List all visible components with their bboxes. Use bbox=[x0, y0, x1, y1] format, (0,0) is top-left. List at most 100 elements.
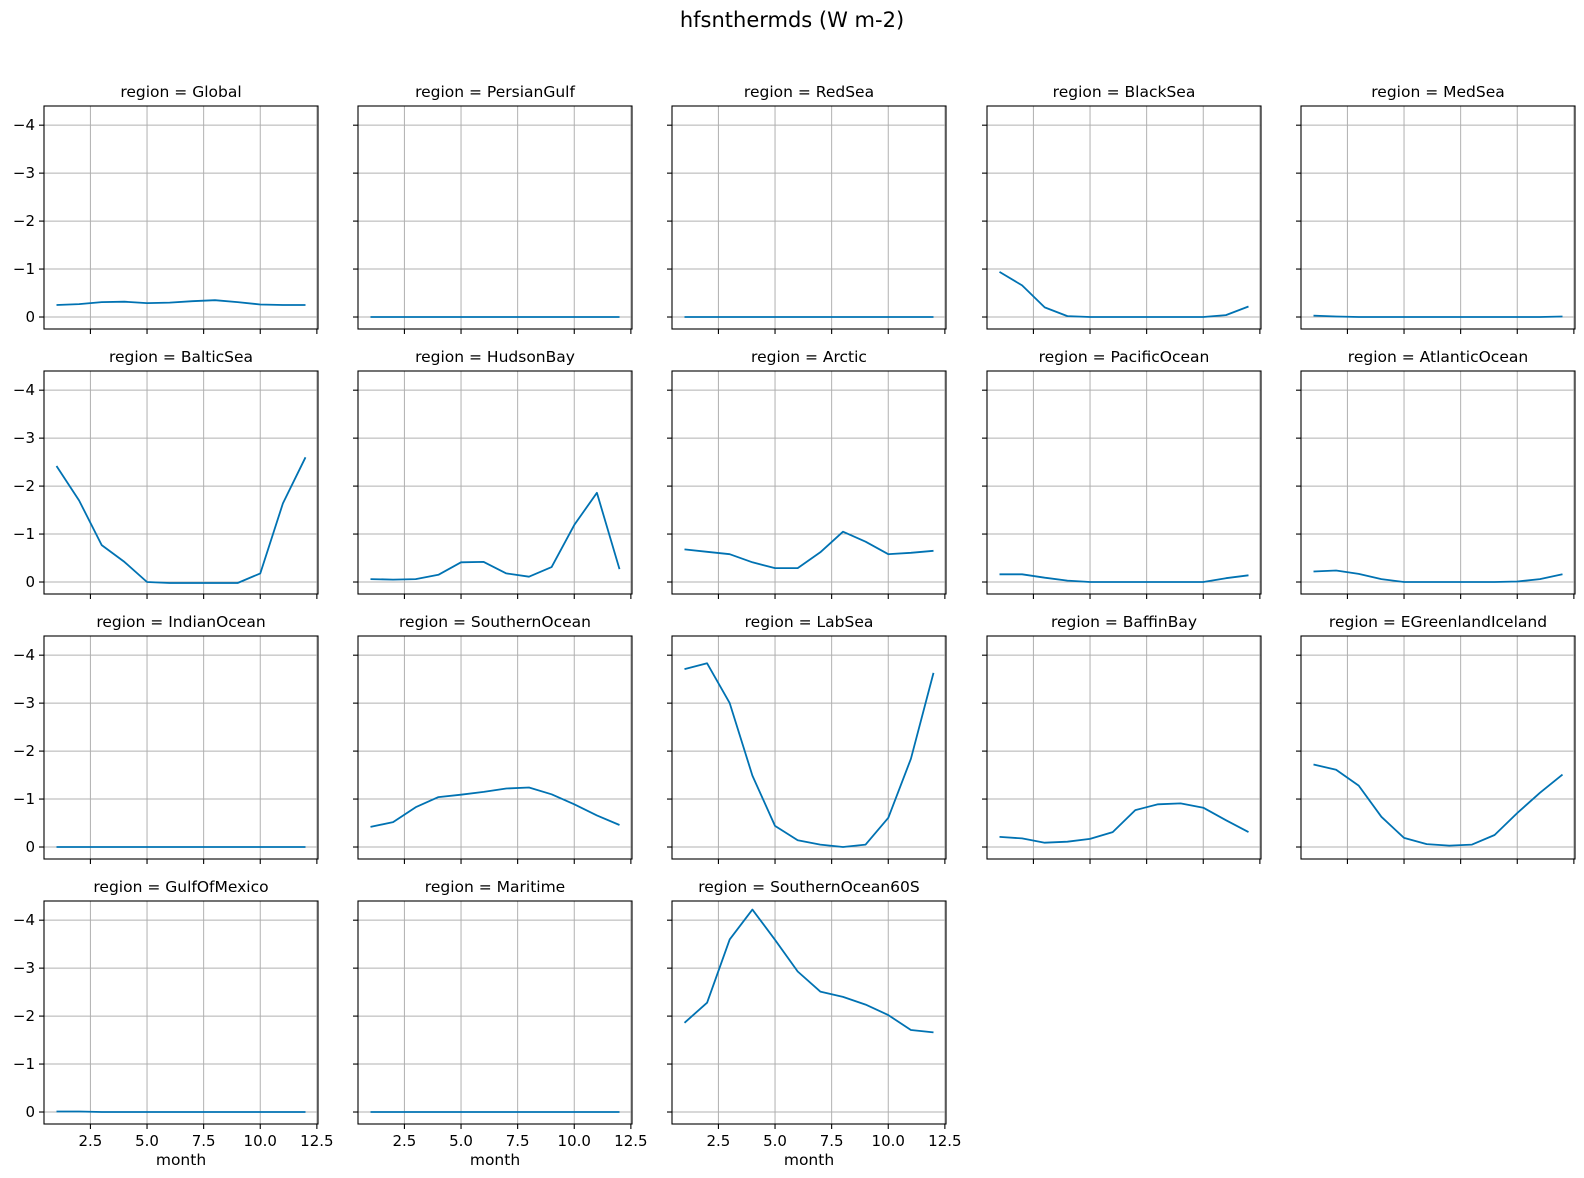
panel-frame bbox=[43, 370, 319, 595]
panel: region = SouthernOcean60S 2.5 5.0 7.5 10.0 12… bbox=[667, 878, 962, 1169]
y-tick-label: −3 bbox=[13, 164, 35, 182]
panel: region = Arctic bbox=[667, 348, 947, 599]
x-tick-label: 10.0 bbox=[872, 1132, 905, 1150]
y-tick-label: −4 bbox=[13, 116, 35, 134]
x-tick-label: 7.5 bbox=[820, 1132, 844, 1150]
y-tick-label: 0 bbox=[25, 1103, 35, 1121]
y-tick-label: −2 bbox=[13, 212, 35, 230]
x-tick-label: 10.0 bbox=[244, 1132, 277, 1150]
series-line bbox=[999, 271, 1249, 318]
y-tick-label: −3 bbox=[13, 959, 35, 977]
panel: region = PacificOcean bbox=[982, 348, 1262, 599]
x-tick-label: 2.5 bbox=[78, 1132, 102, 1150]
panel-frame bbox=[357, 900, 633, 1125]
x-axis-label: month bbox=[470, 1151, 520, 1169]
y-tick-label: 0 bbox=[25, 573, 35, 591]
y-tick-label: −1 bbox=[13, 525, 35, 543]
panel: region = PersianGulf bbox=[353, 83, 633, 334]
y-tick-label: −4 bbox=[13, 911, 35, 929]
x-tick-label: 10.0 bbox=[558, 1132, 591, 1150]
x-tick-label: 2.5 bbox=[392, 1132, 416, 1150]
panel: region = LabSea bbox=[667, 613, 947, 864]
panel-title: region = MedSea bbox=[1371, 83, 1504, 101]
panel-title: region = PacificOcean bbox=[1039, 348, 1210, 366]
panel: region = AtlanticOcean bbox=[1296, 348, 1576, 599]
panel-title: region = EGreenlandIceland bbox=[1329, 613, 1547, 631]
y-tick-label: −2 bbox=[13, 1007, 35, 1025]
x-tick-label: 2.5 bbox=[706, 1132, 730, 1150]
panel-title: region = Global bbox=[120, 83, 241, 101]
panel-frame bbox=[671, 635, 947, 860]
panel: region = EGreenlandIceland bbox=[1296, 613, 1576, 864]
panel-frame bbox=[357, 635, 633, 860]
panel-frame bbox=[1300, 105, 1576, 330]
series-line bbox=[56, 1110, 306, 1113]
x-tick-label: 5.0 bbox=[449, 1132, 473, 1150]
panel-frame bbox=[986, 370, 1262, 595]
y-tick-label: −4 bbox=[13, 646, 35, 664]
x-tick-label: 7.5 bbox=[192, 1132, 216, 1150]
panel-title: region = BaffinBay bbox=[1051, 613, 1197, 631]
y-tick-label: −1 bbox=[13, 1055, 35, 1073]
panel-frame bbox=[357, 105, 633, 330]
panel: region = GulfOfMexico 2.5 5.0 7.5 10.0 12.5 0 −… bbox=[13, 878, 334, 1169]
panel-frame bbox=[671, 370, 947, 595]
panel: region = Global 0 −1 −2 −3 −4 bbox=[13, 83, 319, 334]
panel-title: region = GulfOfMexico bbox=[93, 878, 268, 896]
panel-frame bbox=[986, 105, 1262, 330]
series-line bbox=[370, 491, 621, 581]
panel-frame bbox=[1300, 635, 1576, 860]
series-line bbox=[1313, 569, 1563, 583]
panel: region = BalticSea 0 −1 −2 −3 −4 bbox=[13, 348, 319, 599]
panel: region = Maritime 2.5 5.0 7.5 10.0 12.5 month bbox=[353, 878, 648, 1169]
series-line bbox=[1313, 763, 1564, 847]
y-tick-label: −1 bbox=[13, 260, 35, 278]
x-axis-label: month bbox=[156, 1151, 206, 1169]
x-tick-label: 12.5 bbox=[614, 1132, 647, 1150]
panel-title: region = SouthernOcean60S bbox=[698, 878, 920, 896]
y-tick-label: −2 bbox=[13, 742, 35, 760]
panel-frame bbox=[671, 105, 947, 330]
y-tick-label: −3 bbox=[13, 429, 35, 447]
x-tick-label: 7.5 bbox=[506, 1132, 530, 1150]
panel-title: region = Arctic bbox=[751, 348, 867, 366]
panel: region = MedSea bbox=[1296, 83, 1576, 334]
y-tick-label: −3 bbox=[13, 694, 35, 712]
panel-title: region = LabSea bbox=[745, 613, 874, 631]
panel: region = BlackSea bbox=[982, 83, 1262, 334]
x-axis-label: month bbox=[784, 1151, 834, 1169]
panel-frame bbox=[43, 635, 319, 860]
panel: region = HudsonBay bbox=[353, 348, 633, 599]
panel-title: region = AtlanticOcean bbox=[1348, 348, 1528, 366]
y-tick-label: 0 bbox=[25, 308, 35, 326]
panel: region = IndianOcean 0 −1 −2 −3 −4 bbox=[13, 613, 319, 864]
panel-title: region = RedSea bbox=[744, 83, 874, 101]
panel: region = RedSea bbox=[667, 83, 947, 334]
series-line bbox=[684, 530, 934, 569]
series-line bbox=[55, 456, 307, 584]
series-line bbox=[999, 573, 1249, 583]
x-tick-label: 12.5 bbox=[928, 1132, 961, 1150]
panel-frame bbox=[43, 900, 319, 1125]
panel-title: region = BlackSea bbox=[1053, 83, 1196, 101]
panels-group: region = Global 0 −1 −2 −3 −4 region = Persian… bbox=[13, 83, 1576, 1169]
series-line bbox=[683, 908, 934, 1034]
series-line bbox=[56, 299, 306, 306]
x-tick-label: 5.0 bbox=[763, 1132, 787, 1150]
y-tick-label: 0 bbox=[25, 838, 35, 856]
panel-title: region = BalticSea bbox=[109, 348, 253, 366]
panel-title: region = PersianGulf bbox=[415, 83, 575, 101]
figure-title: hfsnthermds (W m-2) bbox=[680, 8, 904, 32]
panel-frame bbox=[671, 900, 947, 1125]
series-line bbox=[684, 662, 935, 848]
panel: region = SouthernOcean bbox=[353, 613, 633, 864]
y-tick-label: −1 bbox=[13, 790, 35, 808]
y-tick-label: −4 bbox=[13, 381, 35, 399]
panel-title: region = IndianOcean bbox=[96, 613, 265, 631]
panel-title: region = Maritime bbox=[425, 878, 565, 896]
panel-title: region = HudsonBay bbox=[415, 348, 575, 366]
panel-frame bbox=[43, 105, 319, 330]
x-tick-label: 12.5 bbox=[300, 1132, 333, 1150]
series-line bbox=[999, 802, 1249, 844]
series-line bbox=[370, 786, 620, 828]
